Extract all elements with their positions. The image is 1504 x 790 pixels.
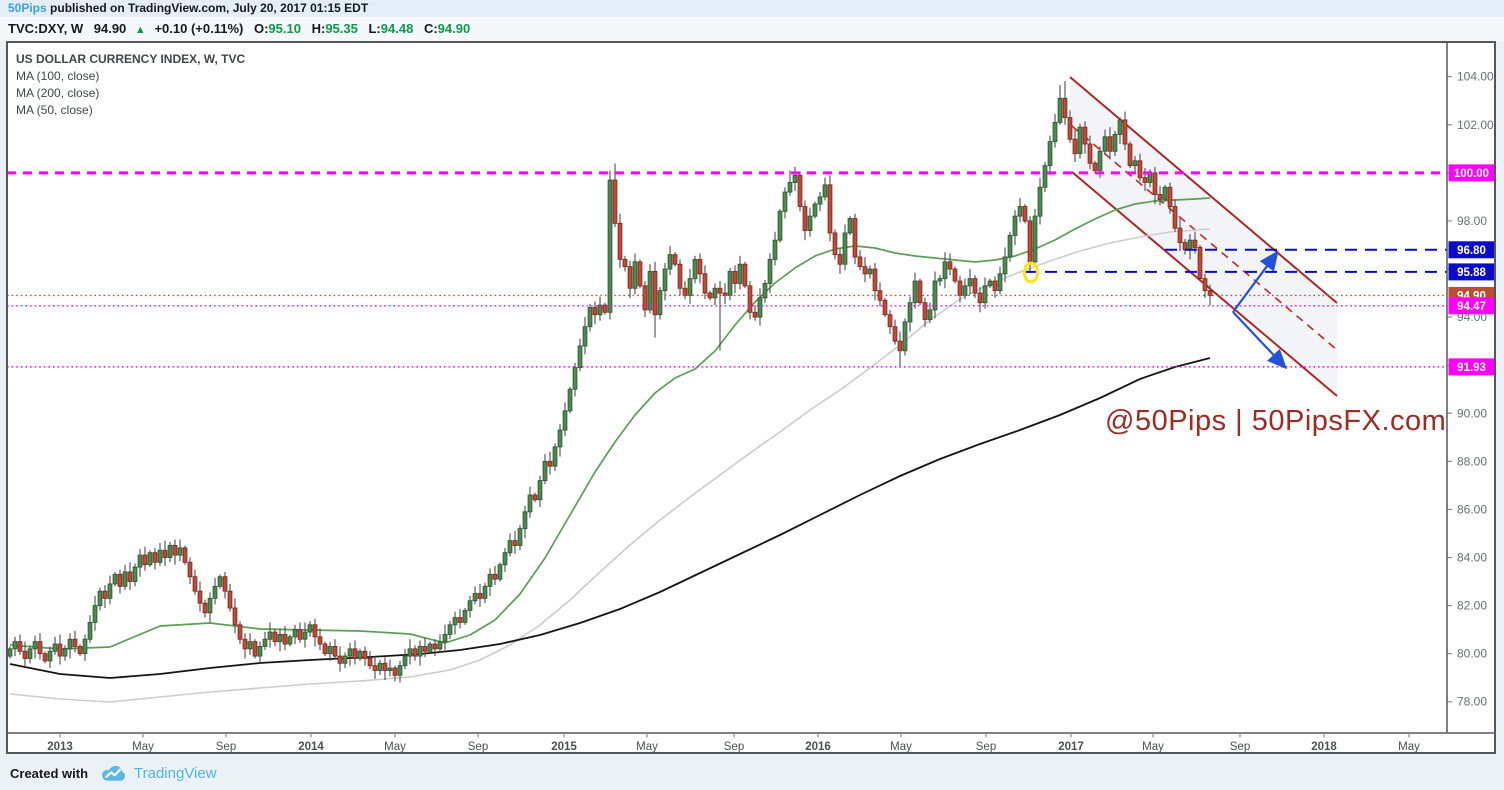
time-tick-label: Sep	[1230, 741, 1250, 753]
change-up-arrow-icon: ▲	[134, 24, 146, 36]
high-value: 95.35	[325, 21, 358, 36]
price-tick-label: 84.00	[1457, 551, 1487, 565]
high-label: H:	[311, 21, 326, 36]
price-tick-label: 78.00	[1457, 695, 1487, 709]
chart-frame	[6, 41, 1496, 754]
price-label-96.80[interactable]: 96.80	[1448, 241, 1495, 259]
legend-title[interactable]: US DOLLAR CURRENCY INDEX, W, TVC	[16, 52, 246, 66]
open-label: O:	[253, 21, 269, 36]
time-tick-label: May	[384, 741, 406, 753]
price-label-94.47[interactable]: 94.47	[1448, 297, 1495, 315]
scenario-arrow-up[interactable]	[1232, 250, 1279, 313]
channel-mid-line	[1071, 125, 1337, 350]
low-label: L:	[368, 21, 381, 36]
watermark-text: @50Pips | 50PipsFX.com	[1105, 405, 1446, 437]
price-tick-label: 88.00	[1457, 454, 1487, 468]
price-tick-label: 82.00	[1457, 599, 1487, 613]
tradingview-link[interactable]: TradingView	[134, 765, 217, 782]
author-link[interactable]: 50Pips	[8, 1, 47, 15]
time-tick-label: 2018	[1311, 741, 1337, 753]
price-tick-label: 102.00	[1457, 118, 1494, 132]
price-label-95.88[interactable]: 95.88	[1448, 263, 1495, 281]
tradingview-logo-icon[interactable]	[100, 764, 127, 783]
open-value: 95.10	[268, 21, 301, 36]
chart-panel-background	[7, 42, 1495, 753]
legend-ma-50[interactable]: MA (50, close)	[16, 103, 93, 117]
ma-200-line	[9, 357, 1211, 679]
time-tick-label: 2015	[551, 741, 577, 753]
price-label-100.00[interactable]: 100.00	[1448, 164, 1495, 182]
price-tick-label: 104.00	[1457, 70, 1494, 84]
price-tick-label: 90.00	[1457, 406, 1487, 420]
price-tick-label: 80.00	[1457, 647, 1487, 661]
ohlc-bar: TVC:DXY, W 94.90 ▲ +0.10 (+0.11%) O:95.1…	[0, 17, 1504, 41]
time-tick-label: 2014	[298, 741, 324, 753]
time-tick-label: May	[890, 741, 912, 753]
ma-50-line	[9, 197, 1211, 650]
chart-legend: US DOLLAR CURRENCY INDEX, W, TVC MA (100…	[16, 51, 245, 119]
publish-header-bar: 50Pips published on TradingView.com, Jul…	[0, 0, 1504, 17]
low-value: 94.48	[380, 21, 414, 36]
scenario-arrow-down[interactable]	[1232, 311, 1288, 370]
last-price-text: 94.90	[93, 21, 127, 36]
svg-text:100.00: 100.00	[1454, 168, 1489, 180]
symbol-text[interactable]: TVC:DXY, W	[8, 21, 84, 36]
change-text: +0.10 (+0.11%)	[154, 21, 244, 36]
time-tick-label: May	[132, 741, 154, 753]
time-tick-label: May	[636, 741, 658, 753]
time-axis[interactable]: 2013 May Sep 2014 May Sep 2015 May Sep 2016 May Sep…	[47, 733, 1420, 753]
svg-text:96.80: 96.80	[1457, 245, 1486, 257]
created-with-text: Created with	[10, 766, 89, 781]
time-tick-label: 2017	[1058, 741, 1084, 753]
time-tick-label: Sep	[976, 741, 996, 753]
legend-ma-100[interactable]: MA (100, close)	[16, 69, 100, 83]
time-tick-label: 2013	[47, 741, 73, 753]
time-tick-label: Sep	[216, 741, 236, 753]
time-tick-label: May	[1142, 741, 1164, 753]
price-tick-label: 98.00	[1457, 214, 1487, 228]
price-tick-label: 86.00	[1457, 502, 1487, 516]
highlight-circle[interactable]	[1023, 261, 1039, 284]
candles-layer	[8, 81, 1213, 683]
svg-text:91.93: 91.93	[1457, 362, 1486, 374]
time-tick-label: Sep	[724, 741, 744, 753]
close-value: 94.90	[437, 21, 471, 36]
svg-text:95.88: 95.88	[1457, 267, 1486, 279]
time-tick-label: Sep	[468, 741, 488, 753]
legend-ma-200[interactable]: MA (200, close)	[16, 86, 100, 100]
footer-bar: Created with TradingView	[0, 757, 1504, 790]
svg-text:94.47: 94.47	[1457, 301, 1486, 313]
time-tick-label: May	[1398, 741, 1420, 753]
close-label: C:	[423, 21, 438, 36]
plot-area	[8, 76, 1338, 703]
time-tick-label: 2016	[805, 741, 831, 753]
published-text: published on TradingView.com, July 20, 2…	[46, 1, 369, 15]
channel-upper-line	[1069, 76, 1338, 304]
price-label-91.93[interactable]: 91.93	[1448, 358, 1495, 376]
